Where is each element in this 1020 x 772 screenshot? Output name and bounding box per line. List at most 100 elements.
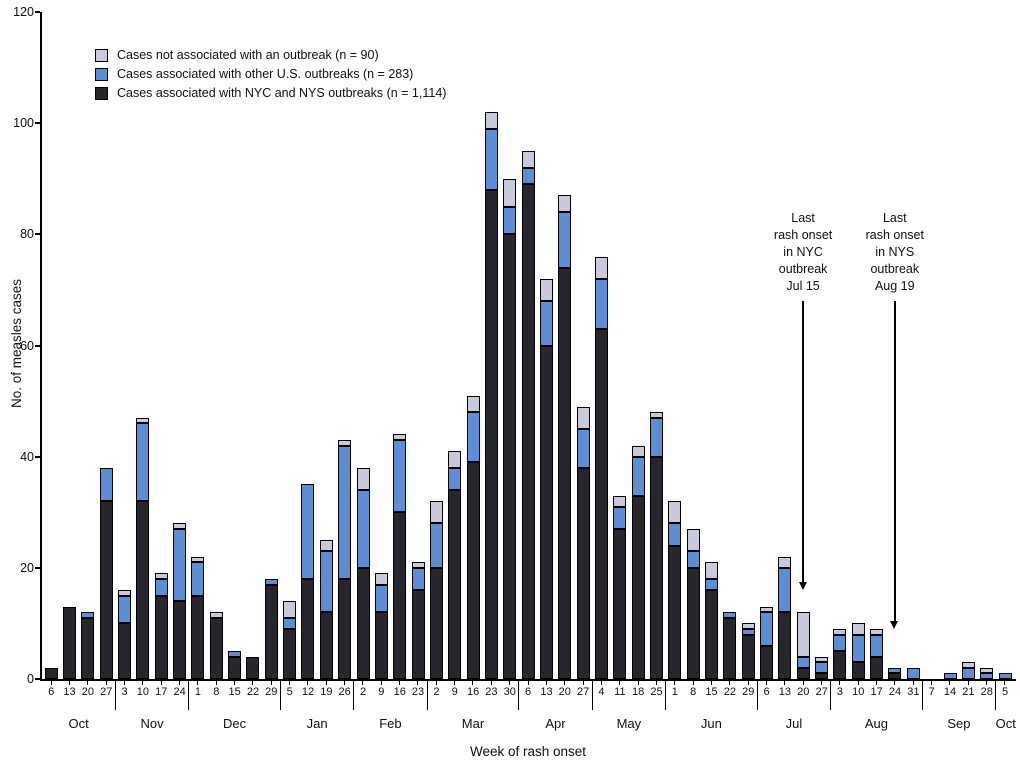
y-axis-tick-label: 60 xyxy=(20,338,34,353)
bar-week-29-27 xyxy=(574,12,592,679)
x-axis-tick xyxy=(949,681,951,685)
bar-week-39-6 xyxy=(757,12,775,679)
bar-segment-nyc-nys xyxy=(558,267,572,679)
annotation-text-0: Last rash onset in NYC outbreak Jul 15 xyxy=(743,210,863,295)
bar-segment-no-outbreak xyxy=(760,606,774,613)
bar-segment-no-outbreak xyxy=(539,278,553,302)
bar-segment-no-outbreak xyxy=(411,562,425,568)
bar-week-10-15 xyxy=(225,12,243,679)
x-axis-tick xyxy=(802,681,804,685)
month-separator xyxy=(665,681,667,710)
bar-segment-no-outbreak xyxy=(374,573,388,585)
x-axis-tick xyxy=(582,681,584,685)
bar-segment-nyc-nys xyxy=(650,456,664,679)
month-label-aug-10: Aug xyxy=(864,716,888,731)
x-axis-tick-label: 1 xyxy=(671,686,678,698)
x-axis-tick-label: 6 xyxy=(525,686,532,698)
bar-segment-other-us xyxy=(539,301,553,346)
y-axis-tick xyxy=(35,122,40,125)
bar-segment-no-outbreak xyxy=(393,434,407,440)
x-axis-tick xyxy=(784,681,786,685)
x-axis-tick-label: 31 xyxy=(907,686,920,698)
bar-segment-nyc-nys xyxy=(888,673,902,679)
x-axis-tick xyxy=(234,681,236,685)
bar-segment-no-outbreak xyxy=(503,178,517,207)
bar-segment-other-us xyxy=(264,578,278,585)
bar-segment-nyc-nys xyxy=(356,567,370,679)
x-axis-tick-label: 23 xyxy=(485,686,498,698)
month-label-jul-9: Jul xyxy=(785,716,803,731)
x-axis-tick-label: 17 xyxy=(870,686,883,698)
bar-week-5-10 xyxy=(134,12,152,679)
x-axis-tick-label: 13 xyxy=(63,686,76,698)
x-axis-tick xyxy=(1004,681,1006,685)
bar-segment-other-us xyxy=(136,423,150,502)
bar-segment-no-outbreak xyxy=(870,629,884,635)
x-axis-tick xyxy=(765,681,767,685)
x-axis-tick xyxy=(325,681,327,685)
bar-segment-nyc-nys xyxy=(228,656,242,679)
bar-segment-nyc-nys xyxy=(374,612,388,679)
bar-segment-nyc-nys xyxy=(668,545,682,679)
x-axis-tick xyxy=(637,681,639,685)
bar-segment-no-outbreak xyxy=(118,590,132,596)
bar-segment-other-us xyxy=(613,506,627,529)
bar-segment-other-us xyxy=(558,212,572,268)
bar-segment-no-outbreak xyxy=(668,501,682,524)
bar-segment-nyc-nys xyxy=(301,578,315,679)
x-axis-tick xyxy=(380,681,382,685)
bar-segment-nyc-nys xyxy=(594,328,608,679)
bar-segment-other-us xyxy=(576,428,590,468)
bar-segment-other-us xyxy=(356,490,370,568)
bar-segment-no-outbreak xyxy=(815,656,829,663)
bar-week-21-2 xyxy=(427,12,445,679)
x-axis-tick-label: 21 xyxy=(962,686,975,698)
bar-week-35-8 xyxy=(684,12,702,679)
x-axis-tick-label: 1 xyxy=(194,686,201,698)
x-axis-tick-label: 5 xyxy=(286,686,293,698)
x-axis-tick-label: 19 xyxy=(320,686,333,698)
bar-segment-nyc-nys xyxy=(741,634,755,679)
bar-week-6-17 xyxy=(152,12,170,679)
x-axis-tick-label: 2 xyxy=(433,686,440,698)
x-axis-tick-label: 29 xyxy=(265,686,278,698)
bar-segment-no-outbreak xyxy=(484,112,498,129)
x-axis-tick-label: 2 xyxy=(359,686,367,698)
x-axis-tick xyxy=(105,681,107,685)
x-axis-tick-label: 24 xyxy=(888,686,902,698)
x-axis-tick xyxy=(619,681,621,685)
month-label-nov-1: Nov xyxy=(140,716,164,731)
month-separator xyxy=(756,681,758,710)
x-axis-tick xyxy=(857,681,859,685)
bar-segment-nyc-nys xyxy=(191,595,205,679)
month-separator xyxy=(426,681,428,710)
bar-segment-nyc-nys xyxy=(429,567,443,679)
x-axis-tick xyxy=(289,681,291,685)
annotation-line: rash onset xyxy=(865,228,924,242)
bar-week-43-3 xyxy=(831,12,849,679)
bar-segment-no-outbreak xyxy=(961,662,975,668)
bar-segment-nyc-nys xyxy=(283,628,297,679)
x-axis-tick-label: 13 xyxy=(778,686,792,698)
bar-segment-other-us xyxy=(815,662,829,674)
bar-segment-nyc-nys xyxy=(246,656,260,679)
bar-segment-other-us xyxy=(191,562,205,596)
bar-segment-other-us xyxy=(301,484,315,579)
x-axis-tick-label: 10 xyxy=(136,686,150,698)
plot-area xyxy=(42,12,1014,679)
x-axis-tick-label: 6 xyxy=(763,686,770,698)
x-axis-line xyxy=(40,679,1016,681)
x-axis-tick-label: 3 xyxy=(121,686,128,698)
bar-week-48-7 xyxy=(923,12,941,679)
x-axis-tick-label: 7 xyxy=(928,686,935,698)
x-axis-tick-label: 5 xyxy=(1001,686,1009,698)
bar-segment-nyc-nys xyxy=(833,651,847,679)
bar-week-22-9 xyxy=(446,12,464,679)
x-axis-tick xyxy=(344,681,346,685)
bar-segment-other-us xyxy=(686,551,700,568)
bar-segment-no-outbreak xyxy=(136,417,150,424)
x-axis-tick xyxy=(87,681,89,685)
x-axis-tick xyxy=(362,681,364,685)
x-axis-tick xyxy=(692,681,694,685)
bar-segment-nyc-nys xyxy=(466,462,480,679)
